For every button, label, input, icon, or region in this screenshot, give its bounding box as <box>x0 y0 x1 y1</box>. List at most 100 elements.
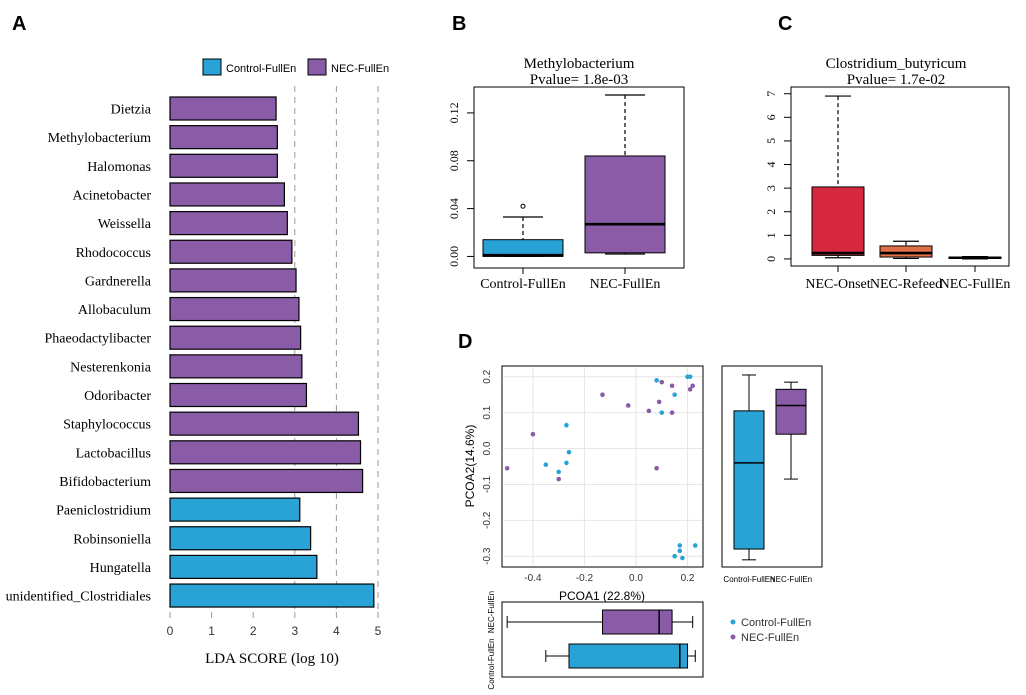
lda-bar-label: Allobaculum <box>78 303 151 318</box>
legend-label-nec: NEC-FullEn <box>331 63 389 75</box>
lda-bar <box>169 125 278 150</box>
pcoa-y-tick-label: -0.2 <box>482 511 493 529</box>
panel-label-c: C <box>778 13 792 35</box>
lda-legend: Control-FullEn NEC-FullEn <box>202 58 389 76</box>
box-c-x-tick-label: NEC-Refeed <box>870 277 942 292</box>
pcoa-point-nec <box>654 465 659 471</box>
box-c-box <box>811 186 865 256</box>
pcoa2-box-x-label: Control-FullEn <box>723 575 774 584</box>
pcoa2-box <box>775 388 807 435</box>
lda-x-axis: 0 1 2 3 4 5 <box>167 612 382 638</box>
pcoa1-box <box>568 643 689 669</box>
box-c-y-tick-label: 3 <box>764 185 778 191</box>
lda-bar <box>169 382 308 408</box>
lda-bar <box>169 497 301 522</box>
box-b-frame <box>473 86 685 269</box>
box-c-frame <box>790 86 1010 267</box>
pcoa-point-nec <box>669 383 675 389</box>
lda-bar-label: Odoribacter <box>84 389 151 404</box>
lda-x-tick-label: 2 <box>250 624 257 638</box>
lda-bar <box>169 325 302 350</box>
pcoa-y-axis-title: PCOA2(14.6%) <box>463 425 477 508</box>
pcoa-point-control <box>654 378 659 383</box>
lda-bar <box>169 440 362 465</box>
lda-bars: Dietzia Methylobacterium Halomonas Acinetob… <box>6 96 375 608</box>
lefse-bar-chart: Dietzia Methylobacterium Halomonas Acinetob… <box>6 58 389 667</box>
legend-swatch-control <box>202 58 222 76</box>
pcoa-legend-label-nec: NEC-FullEn <box>741 632 799 644</box>
lda-bar <box>169 153 278 178</box>
pcoa-axes: -0.4 -0.2 0.0 0.2 -0.3 -0.2 -0.1 0.0 0.1 0.2 <box>482 369 695 584</box>
box-b-pvalue: Pvalue= 1.8e-03 <box>530 72 628 88</box>
lda-bar <box>169 268 297 293</box>
lda-bar-label: Methylobacterium <box>48 131 152 146</box>
pcoa-point-control <box>677 543 683 548</box>
pcoa-point-nec <box>530 431 536 437</box>
legend-swatch-nec <box>307 58 327 76</box>
lda-bar <box>169 239 293 264</box>
pcoa-point-control <box>543 462 549 468</box>
pcoa-point-control <box>680 555 685 561</box>
box-b-plot: 0.00 0.04 0.08 0.12 Control-FullEn NEC-FullEn <box>447 94 666 292</box>
box-b-title: Methylobacterium <box>524 56 635 72</box>
pcoa2-box-x-label: NEC-FullEn <box>770 575 812 584</box>
box-b-x-tick-label: Control-FullEn <box>480 277 566 292</box>
lda-bar-label: Weissella <box>98 217 152 232</box>
pcoa-y-tick-label: 0.2 <box>482 369 493 383</box>
lda-bar-label: Hungatella <box>90 561 152 576</box>
pcoa-y-tick-label: -0.3 <box>482 547 493 565</box>
pcoa-point-control <box>677 548 683 554</box>
box-b-x-tick-label: NEC-FullEn <box>590 277 661 292</box>
methylobacterium-boxplot: Methylobacterium Pvalue= 1.8e-03 0.000.0… <box>447 56 685 292</box>
clostridium-boxplot: Clostridium_butyricum Pvalue= 1.7e-02 0 1… <box>764 56 1010 292</box>
pcoa-x-tick-label: 0.2 <box>681 573 695 584</box>
lda-bar-label: Staphylococcus <box>63 418 151 433</box>
box-c-box <box>879 245 933 258</box>
lda-bar <box>169 354 303 379</box>
box-c-y-tick-label: 2 <box>764 209 778 215</box>
pcoa-point-nec <box>656 399 662 405</box>
pcoa-y-tick-label: 0.0 <box>482 441 493 455</box>
lda-x-tick-label: 1 <box>208 624 215 638</box>
box-c-y-tick-label: 4 <box>764 162 778 168</box>
box-b-y-tick-label: 0.04 <box>447 198 461 219</box>
pcoa-point-nec <box>556 476 561 482</box>
lda-bar <box>169 96 277 121</box>
pcoa-point-control <box>556 469 561 475</box>
pcoa-panel: -0.4 -0.2 0.0 0.2 -0.3 -0.2 -0.1 0.0 0.1 0.2 PCOA… <box>463 365 823 690</box>
lda-bar-label: Gardnerella <box>85 274 152 289</box>
pcoa-y-tick-label: -0.1 <box>482 475 493 493</box>
pcoa1-box <box>602 609 673 635</box>
box-b-box <box>482 239 564 257</box>
pcoa-point-control <box>659 410 665 415</box>
pcoa1-box-y-label: NEC-FullEn <box>487 591 496 633</box>
pcoa-legend: Control-FullEn NEC-FullEn <box>730 617 811 644</box>
box-c-y-tick-label: 6 <box>764 114 778 120</box>
lda-bar <box>169 554 318 580</box>
legend-label-control: Control-FullEn <box>226 63 296 75</box>
lda-bar-label: Nesterenkonia <box>70 360 152 375</box>
lda-x-tick-label: 0 <box>167 624 174 638</box>
pcoa2-box <box>733 410 765 550</box>
box-c-y-tick-label: 7 <box>764 91 778 97</box>
lda-bar-label: Acinetobacter <box>72 188 151 203</box>
pcoa1-boxplot: NEC-FullEn Control-FullEn <box>487 591 696 690</box>
pcoa1-box-frame <box>501 601 704 678</box>
pcoa-point-nec <box>669 410 675 415</box>
box-c-title: Clostridium_butyricum <box>826 56 967 72</box>
pcoa-x-axis-title: PCOA1 (22.8%) <box>559 589 645 603</box>
pcoa-point-nec <box>625 403 631 408</box>
lda-bar <box>169 468 364 494</box>
pcoa-x-tick-label: -0.2 <box>576 573 594 584</box>
pcoa-point-nec <box>690 383 695 389</box>
pcoa-point-nec <box>504 465 510 471</box>
box-c-x-tick-label: NEC-FullEn <box>940 277 1011 292</box>
pcoa2-box-frame <box>721 365 823 568</box>
pcoa-legend-label-control: Control-FullEn <box>741 617 811 629</box>
pcoa-point-control <box>672 392 677 398</box>
panel-label-a: A <box>12 13 26 35</box>
lda-x-tick-label: 5 <box>375 624 382 638</box>
lda-bar-label: Phaeodactylibacter <box>44 332 151 347</box>
